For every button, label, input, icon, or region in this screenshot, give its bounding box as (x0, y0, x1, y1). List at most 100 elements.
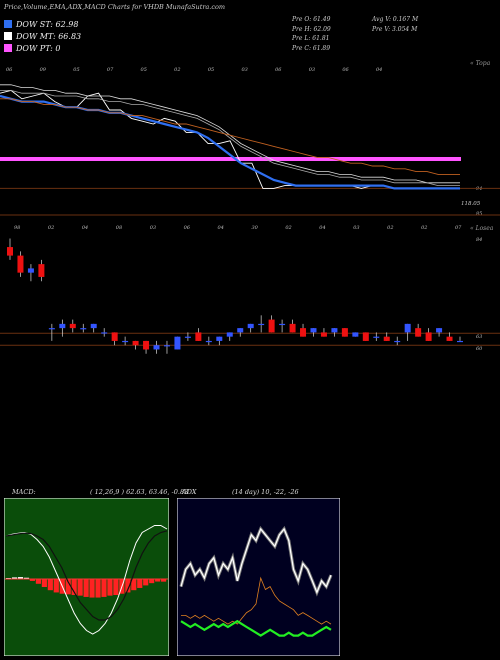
candle-body (7, 247, 13, 256)
candle-body (425, 332, 432, 341)
stat-open: Pre O: 61.49 (292, 16, 331, 23)
candle-body (320, 332, 327, 337)
adx-minus-di-line (181, 576, 332, 625)
legend-label-dow-pt: DOW PT: 0 (16, 44, 61, 53)
price-line (0, 89, 460, 189)
macd-histogram-bar (35, 579, 41, 584)
candle-panel: « Losea 98 02 04 08 03 06 04 30 02 04 03 02 02 07 84 6… (0, 225, 500, 354)
candle-body (279, 323, 286, 326)
macd-title: MACD: (12, 488, 36, 496)
adx-line (180, 527, 332, 595)
dow-legend: DOW ST: 62.98 DOW MT: 66.83 DOW PT: 0 (4, 19, 81, 55)
stat-prev-volume: Pre V: 3.054 M (372, 25, 418, 33)
macd-histogram-bar (143, 579, 149, 586)
candle-right-label-1: 63 (476, 334, 482, 340)
legend-item-dow-pt: DOW PT: 0 (4, 43, 81, 55)
candle-body (27, 268, 34, 273)
dow-pt-band (0, 157, 461, 161)
macd-histogram-bar (149, 579, 155, 584)
stat-avg-volume: Avg V: 0.167 M (372, 16, 419, 23)
candle-top-label-7: 30 (251, 225, 258, 231)
candle-body (258, 323, 265, 326)
candle-top-label-1: 02 (48, 225, 54, 231)
ema-short-line (0, 94, 460, 190)
legend-label-dow-st: DOW ST: 62.98 (16, 20, 79, 29)
macd-histogram-bar (83, 579, 89, 597)
legend-label-dow-mt: DOW MT: 66.83 (16, 32, 82, 41)
candle-right-label-2: 60 (476, 346, 483, 352)
candle-body (352, 332, 359, 337)
candle-top-label-8: 02 (285, 225, 291, 231)
stat-low: Pre L: 61.81 (292, 35, 330, 42)
ema-panel: « Topa 06 09 05 07 05 02 05 03 06 03 06 04 94 118.05… (0, 60, 500, 217)
ema-top-label-6: 05 (208, 67, 214, 73)
legend-item-dow-mt: DOW MT: 66.83 (4, 31, 81, 43)
candle-right-label-0: 84 (476, 237, 482, 243)
ema-top-label-1: 09 (40, 67, 47, 73)
ema-mid2-line (0, 90, 460, 186)
macd-histogram-bar (131, 579, 137, 591)
candle-body (90, 323, 97, 329)
ema-right-label-0: 94 (476, 186, 482, 192)
adx-params: (14 day) 10, -22, -26 (232, 488, 299, 496)
macd-histogram-bar (65, 579, 71, 595)
ema-top-label-8: 06 (275, 67, 282, 73)
macd-histogram-bar (11, 577, 18, 579)
candle-body (205, 340, 212, 343)
candle-body (289, 323, 296, 333)
candle-body (59, 323, 66, 329)
candle-body (331, 328, 338, 333)
candle-body (446, 336, 453, 341)
candle-body (341, 328, 348, 337)
candle-body (174, 336, 181, 350)
candle-body (38, 264, 45, 277)
candle-body (310, 328, 317, 333)
macd-histogram-bar (29, 579, 36, 581)
candle-body (17, 255, 24, 273)
candle-panel-caption: « Losea (470, 225, 494, 232)
candle-body (143, 340, 150, 350)
candle-top-label-9: 04 (319, 225, 325, 231)
dow-mt-swatch (4, 32, 12, 40)
candle-top-label-3: 08 (116, 225, 122, 231)
candle-body (362, 332, 369, 341)
stat-close: Pre C: 61.89 (292, 44, 331, 52)
candle-body (237, 328, 244, 333)
macd-histogram-bar (53, 579, 59, 593)
ema-right-label-1: 118.05 (461, 201, 481, 207)
candle-body (195, 332, 202, 341)
candle-body (457, 340, 463, 343)
dow-st-swatch (4, 20, 12, 28)
candle-body (153, 345, 160, 350)
ema-top-label-4: 05 (141, 67, 147, 73)
ema-top-label-11: 04 (376, 67, 382, 73)
candle-body (48, 328, 55, 330)
candle-top-label-4: 03 (150, 225, 156, 231)
ema-top-label-9: 03 (309, 67, 315, 73)
volume-stats: Avg V: 0.167 M Pre V: 3.054 M (372, 15, 418, 34)
macd-histogram-bar (95, 579, 101, 598)
candle-body (300, 328, 307, 337)
candle-body (80, 328, 87, 330)
candle-top-label-12: 02 (421, 225, 427, 231)
candle-body (163, 345, 170, 347)
candle-top-label-13: 07 (455, 225, 462, 231)
macd-background (4, 498, 169, 656)
macd-histogram-bar (77, 579, 83, 596)
ema-top-label-7: 03 (241, 67, 247, 73)
macd-histogram-bar (125, 579, 131, 593)
stat-high: Pre H: 62.09 (292, 25, 331, 33)
candle-top-label-5: 06 (184, 225, 191, 231)
macd-histogram-bar (47, 579, 53, 591)
macd-histogram-bar (17, 577, 24, 579)
candle-top-label-2: 04 (82, 225, 88, 231)
price-chart: « Topa 06 09 05 07 05 02 05 03 06 03 06 04 94 118.05… (0, 60, 500, 354)
candle-body (247, 323, 254, 329)
macd-params: ( 12,26,9 ) 62.63, 63.46, -0.83 (90, 488, 189, 496)
candle-body (415, 328, 422, 337)
ema-top-label-3: 07 (107, 67, 114, 73)
candle-body (101, 332, 108, 334)
ema-top-label-0: 06 (6, 67, 13, 73)
candle-body (268, 319, 275, 333)
candle-top-label-10: 03 (353, 225, 359, 231)
